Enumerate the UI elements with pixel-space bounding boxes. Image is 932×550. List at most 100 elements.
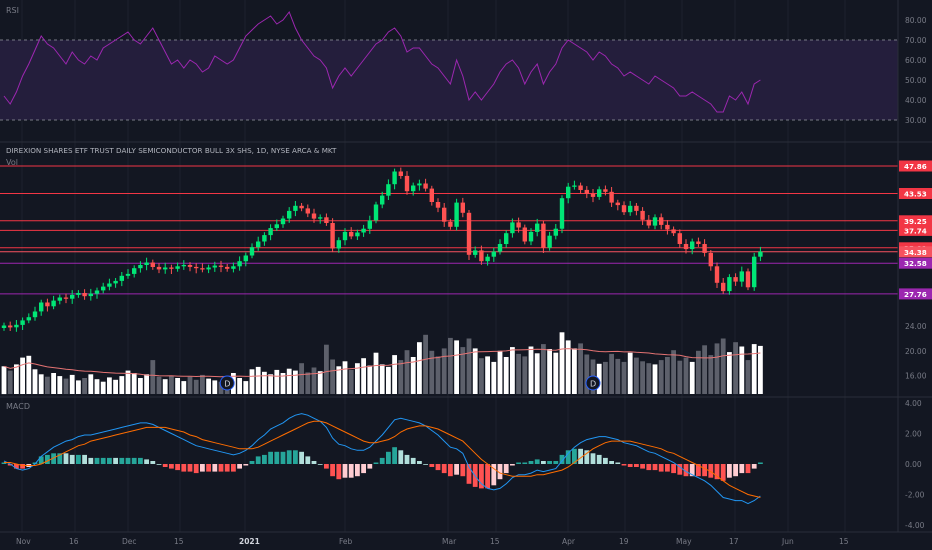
candle-body xyxy=(218,265,224,267)
macd-histogram-bar xyxy=(441,464,447,474)
macd-histogram-bar xyxy=(38,456,44,464)
candle-body xyxy=(553,228,558,236)
level-tag[interactable] xyxy=(899,257,932,269)
candle-body xyxy=(311,213,317,219)
macd-histogram-bar xyxy=(181,464,187,472)
candle-body xyxy=(293,205,298,211)
volume-bar xyxy=(615,358,621,394)
candle-body xyxy=(603,189,608,192)
candle-body xyxy=(318,217,323,219)
macd-histogram-bar xyxy=(392,447,397,464)
volume-axis-label: 20.00 xyxy=(905,347,927,356)
candle-body xyxy=(181,265,186,267)
volume-bar xyxy=(423,334,428,394)
macd-histogram-bar xyxy=(621,464,627,466)
candle-body xyxy=(305,208,310,214)
volume-bar xyxy=(187,376,193,394)
candle-body xyxy=(584,189,589,194)
volume-bar xyxy=(677,360,683,394)
volume-bar xyxy=(69,374,75,394)
candle-body xyxy=(547,235,552,248)
dividend-marker[interactable] xyxy=(219,375,235,391)
volume-bar xyxy=(634,357,639,394)
level-tag[interactable] xyxy=(899,288,932,300)
level-tag[interactable] xyxy=(899,215,932,227)
macd-histogram-bar xyxy=(280,451,286,464)
volume-bar xyxy=(317,371,323,394)
candle-body xyxy=(559,198,565,229)
level-tag[interactable] xyxy=(899,188,932,199)
volume-bar xyxy=(503,357,509,394)
level-tag[interactable] xyxy=(899,224,932,236)
candle-body xyxy=(652,217,658,226)
candle-body xyxy=(516,222,521,228)
volume-bar xyxy=(262,371,267,394)
macd-histogram-bar xyxy=(745,464,751,474)
time-axis[interactable]: Nov 16 Dec 15 2021 Feb Mar 15 Apr 19 May 17 Jun 15 xyxy=(16,537,849,546)
volume-bar xyxy=(305,372,311,394)
macd-histogram-bar xyxy=(640,464,645,469)
rsi-panel[interactable]: RSI 80.00 70.00 60.00 50.00 40.00 30.00 xyxy=(0,6,927,125)
macd-histogram-bar xyxy=(485,464,490,489)
macd-histogram-bar xyxy=(522,462,528,464)
candle-body xyxy=(330,223,335,249)
macd-histogram-bar xyxy=(733,464,738,477)
macd-axis[interactable]: 4.00 2.00 0.00 -2.00 -4.00 xyxy=(905,399,925,530)
macd-histogram-bar xyxy=(491,464,497,486)
volume-axis-labels[interactable]: 24.00 20.00 16.00 xyxy=(905,322,927,380)
level-label: 47.86 xyxy=(904,162,927,171)
level-label: 39.25 xyxy=(904,217,927,226)
candle-body xyxy=(504,233,509,244)
candle-body xyxy=(169,267,174,269)
candle-body xyxy=(342,231,348,241)
candle-body xyxy=(404,175,410,192)
level-tag[interactable] xyxy=(899,160,932,172)
volume-bar xyxy=(553,352,559,394)
candle-body xyxy=(646,219,651,226)
volume-bar xyxy=(268,374,273,394)
volume-bar xyxy=(627,352,633,394)
candle-body xyxy=(566,186,571,199)
candle-body xyxy=(590,193,596,197)
volume-bar xyxy=(218,381,224,394)
macd-histogram-bar xyxy=(410,457,416,464)
candle-body xyxy=(1,325,7,328)
candle-body xyxy=(683,244,689,250)
macd-histogram-bar xyxy=(218,464,224,472)
candle-body xyxy=(144,262,149,265)
level-tag[interactable] xyxy=(899,246,932,258)
horizontal-levels[interactable] xyxy=(0,165,898,295)
volume-bar xyxy=(88,374,94,394)
volume-bar xyxy=(237,378,242,394)
macd-histogram-bar xyxy=(156,464,162,465)
volume-bar xyxy=(373,352,379,394)
macd-histogram-bar xyxy=(76,454,81,464)
candle-body xyxy=(466,212,472,255)
macd-histogram-bar xyxy=(342,464,348,478)
time-axis-label: Apr xyxy=(562,537,576,546)
volume-bar xyxy=(609,353,614,394)
macd-signal-line xyxy=(4,420,761,498)
macd-histogram-bar xyxy=(758,462,763,464)
macd-histogram-bar xyxy=(516,462,521,464)
rsi-axis[interactable]: 80.00 70.00 60.00 50.00 40.00 30.00 xyxy=(905,16,927,125)
macd-histogram-bar xyxy=(373,462,379,464)
volume-bar xyxy=(299,363,304,394)
macd-histogram-bar xyxy=(435,464,441,471)
dividend-marker-label: D xyxy=(590,380,596,389)
macd-histogram-bar xyxy=(187,464,193,472)
candle-body xyxy=(696,241,701,244)
time-axis-label: Nov xyxy=(16,537,31,546)
volume-bar xyxy=(398,360,404,394)
volume-bar xyxy=(751,344,757,394)
volume-bar xyxy=(181,381,187,394)
dividend-marker[interactable] xyxy=(585,375,601,391)
macd-panel[interactable]: MACD 4.00 2.00 0.00 -2.00 -4.00 xyxy=(1,399,925,530)
macd-histogram-bar xyxy=(212,464,218,472)
macd-histogram-bar xyxy=(739,464,745,474)
macd-histogram-bar xyxy=(609,461,614,464)
